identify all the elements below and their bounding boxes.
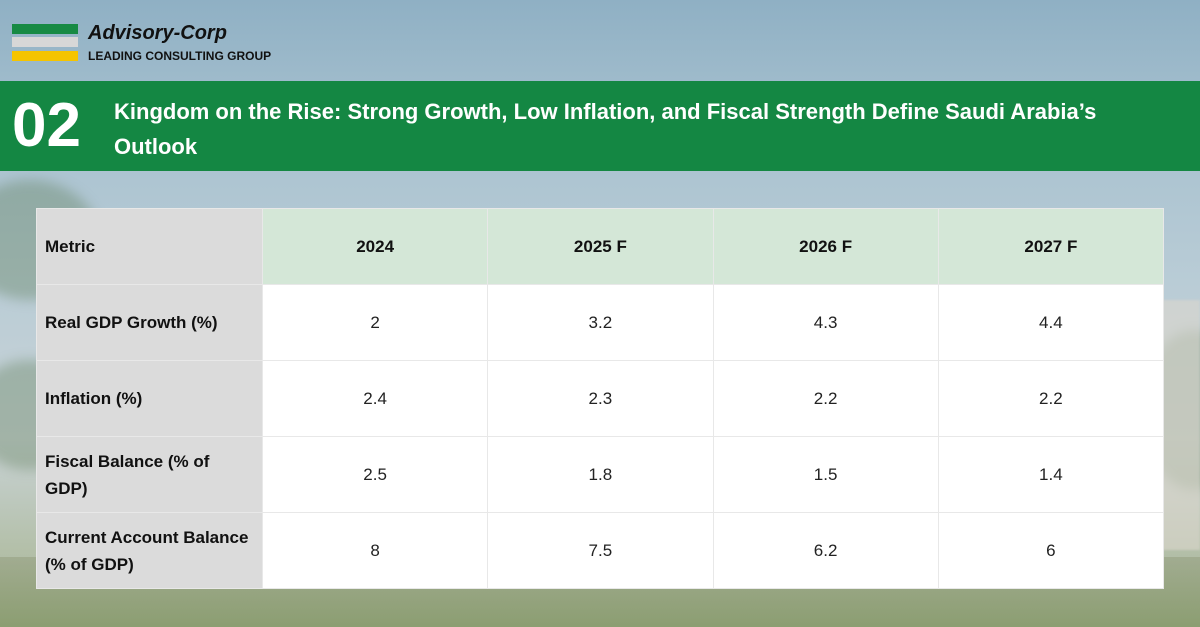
row-label: Current Account Balance (% of GDP)	[36, 512, 263, 589]
row-label: Inflation (%)	[36, 360, 263, 437]
table-cell: 4.3	[712, 284, 939, 361]
table-cell: 7.5	[487, 512, 714, 589]
column-header: 2024	[261, 208, 489, 285]
table-cell: 2.2	[712, 360, 939, 437]
section-number: 02	[12, 91, 81, 160]
table-cell: 4.4	[937, 284, 1165, 361]
table-cell: 1.4	[937, 436, 1165, 513]
outlook-table: Metric 2024 2025 F 2026 F 2027 F Real GD…	[36, 208, 1165, 589]
table-row: Real GDP Growth (%) 2 3.2 4.3 4.4	[36, 284, 1165, 361]
table-cell: 6	[937, 512, 1165, 589]
table-cell: 2	[261, 284, 489, 361]
brand-tagline: LEADING CONSULTING GROUP	[88, 49, 272, 63]
section-title: Kingdom on the Rise: Strong Growth, Low …	[114, 99, 1097, 159]
column-header: 2026 F	[712, 208, 939, 285]
table-cell: 2.2	[937, 360, 1165, 437]
table-cell: 3.2	[487, 284, 714, 361]
brand-logo: Advisory-Corp LEADING CONSULTING GROUP	[12, 22, 271, 64]
logo-stripe-green	[12, 24, 78, 34]
logo-mark	[12, 24, 78, 64]
background-building	[1160, 300, 1200, 550]
table-row: Fiscal Balance (% of GDP) 2.5 1.8 1.5 1.…	[36, 436, 1165, 513]
section-banner: 02 Kingdom on the Rise: Strong Growth, L…	[0, 81, 1200, 171]
table-cell: 6.2	[712, 512, 939, 589]
brand-name: Advisory-Corp	[88, 22, 227, 44]
table-row: Current Account Balance (% of GDP) 8 7.5…	[36, 512, 1165, 589]
row-label: Real GDP Growth (%)	[36, 284, 263, 361]
row-label: Fiscal Balance (% of GDP)	[36, 436, 263, 513]
outlook-table-container: Metric 2024 2025 F 2026 F 2027 F Real GD…	[36, 208, 1165, 589]
table-cell: 8	[261, 512, 489, 589]
table-cell: 2.4	[261, 360, 489, 437]
logo-stripe-grey	[12, 37, 78, 47]
table-cell: 1.8	[487, 436, 714, 513]
table-header-row: Metric 2024 2025 F 2026 F 2027 F	[36, 208, 1165, 285]
logo-text: Advisory-Corp LEADING CONSULTING GROUP	[88, 22, 271, 64]
logo-stripe-yellow	[12, 51, 78, 61]
column-header: Metric	[36, 208, 263, 285]
table-cell: 2.3	[487, 360, 714, 437]
table-row: Inflation (%) 2.4 2.3 2.2 2.2	[36, 360, 1165, 437]
column-header: 2025 F	[487, 208, 714, 285]
table-cell: 2.5	[261, 436, 489, 513]
column-header: 2027 F	[937, 208, 1165, 285]
table-cell: 1.5	[712, 436, 939, 513]
